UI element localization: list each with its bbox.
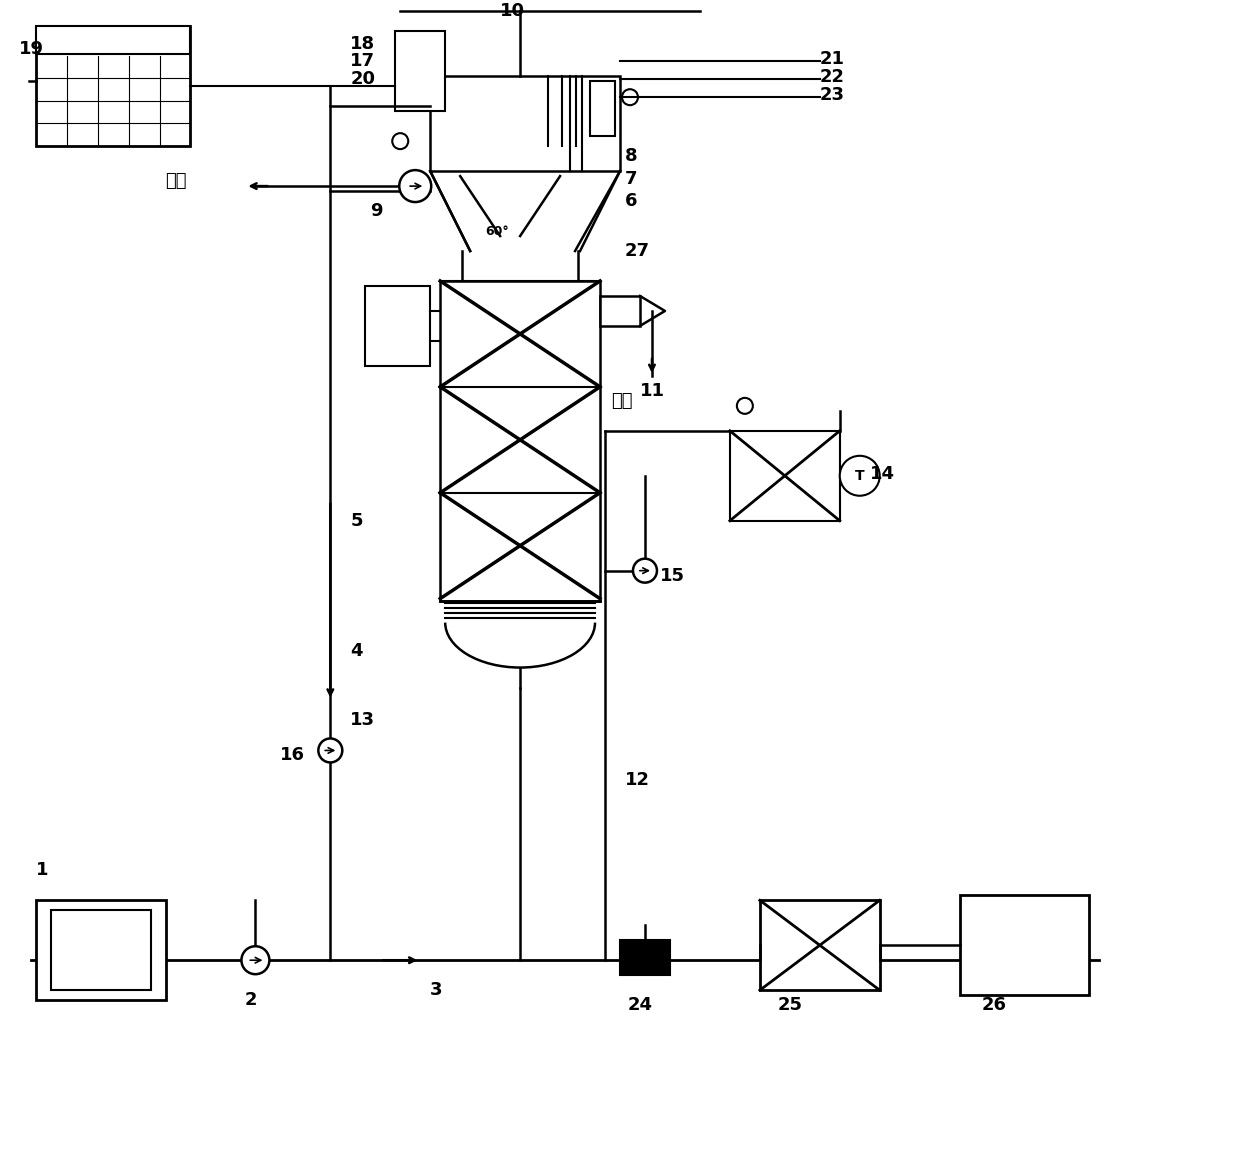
Circle shape <box>242 946 269 974</box>
Text: 16: 16 <box>280 747 305 764</box>
Text: 4: 4 <box>351 642 363 660</box>
Bar <box>600 295 640 325</box>
Text: 17: 17 <box>351 52 376 70</box>
Text: 60°: 60° <box>485 225 508 238</box>
Bar <box>396 31 445 111</box>
Text: 10: 10 <box>500 2 525 21</box>
Text: 18: 18 <box>351 36 376 53</box>
Bar <box>960 896 1090 995</box>
Text: 8: 8 <box>625 147 637 165</box>
Text: 1: 1 <box>36 861 48 879</box>
Bar <box>366 286 430 366</box>
Text: 20: 20 <box>351 70 376 88</box>
Bar <box>36 27 191 54</box>
Circle shape <box>399 170 432 202</box>
Text: 27: 27 <box>625 242 650 260</box>
Text: 24: 24 <box>627 996 652 1014</box>
Bar <box>430 76 620 171</box>
Bar <box>36 27 191 147</box>
Text: 11: 11 <box>640 382 665 399</box>
Bar <box>51 911 150 990</box>
Text: 19: 19 <box>19 40 43 58</box>
Text: 21: 21 <box>820 51 844 68</box>
Text: 25: 25 <box>777 996 802 1014</box>
Text: 3: 3 <box>430 981 443 999</box>
Text: 23: 23 <box>820 87 844 104</box>
Bar <box>440 280 600 600</box>
Circle shape <box>319 739 342 763</box>
Text: T: T <box>854 469 864 482</box>
Text: 22: 22 <box>820 68 844 87</box>
Text: 15: 15 <box>660 567 684 585</box>
Circle shape <box>839 456 879 496</box>
Text: 26: 26 <box>982 996 1007 1014</box>
Text: 6: 6 <box>625 192 637 210</box>
Text: 12: 12 <box>625 771 650 789</box>
Text: 13: 13 <box>351 712 376 729</box>
Text: 9: 9 <box>371 202 383 220</box>
Text: 14: 14 <box>869 465 895 482</box>
Text: 出水: 出水 <box>165 172 186 190</box>
Circle shape <box>632 559 657 583</box>
Bar <box>730 430 839 520</box>
Bar <box>620 941 670 975</box>
Text: 排泥: 排泥 <box>611 392 632 410</box>
Bar <box>36 900 165 1001</box>
Text: 2: 2 <box>244 991 257 1010</box>
Bar <box>760 900 879 990</box>
Text: 7: 7 <box>625 170 637 188</box>
Text: 5: 5 <box>351 511 363 530</box>
Bar <box>590 81 615 136</box>
